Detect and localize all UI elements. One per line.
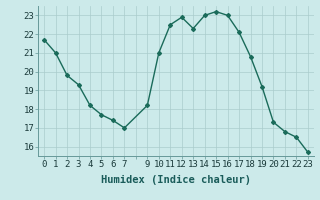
X-axis label: Humidex (Indice chaleur): Humidex (Indice chaleur) bbox=[101, 175, 251, 185]
